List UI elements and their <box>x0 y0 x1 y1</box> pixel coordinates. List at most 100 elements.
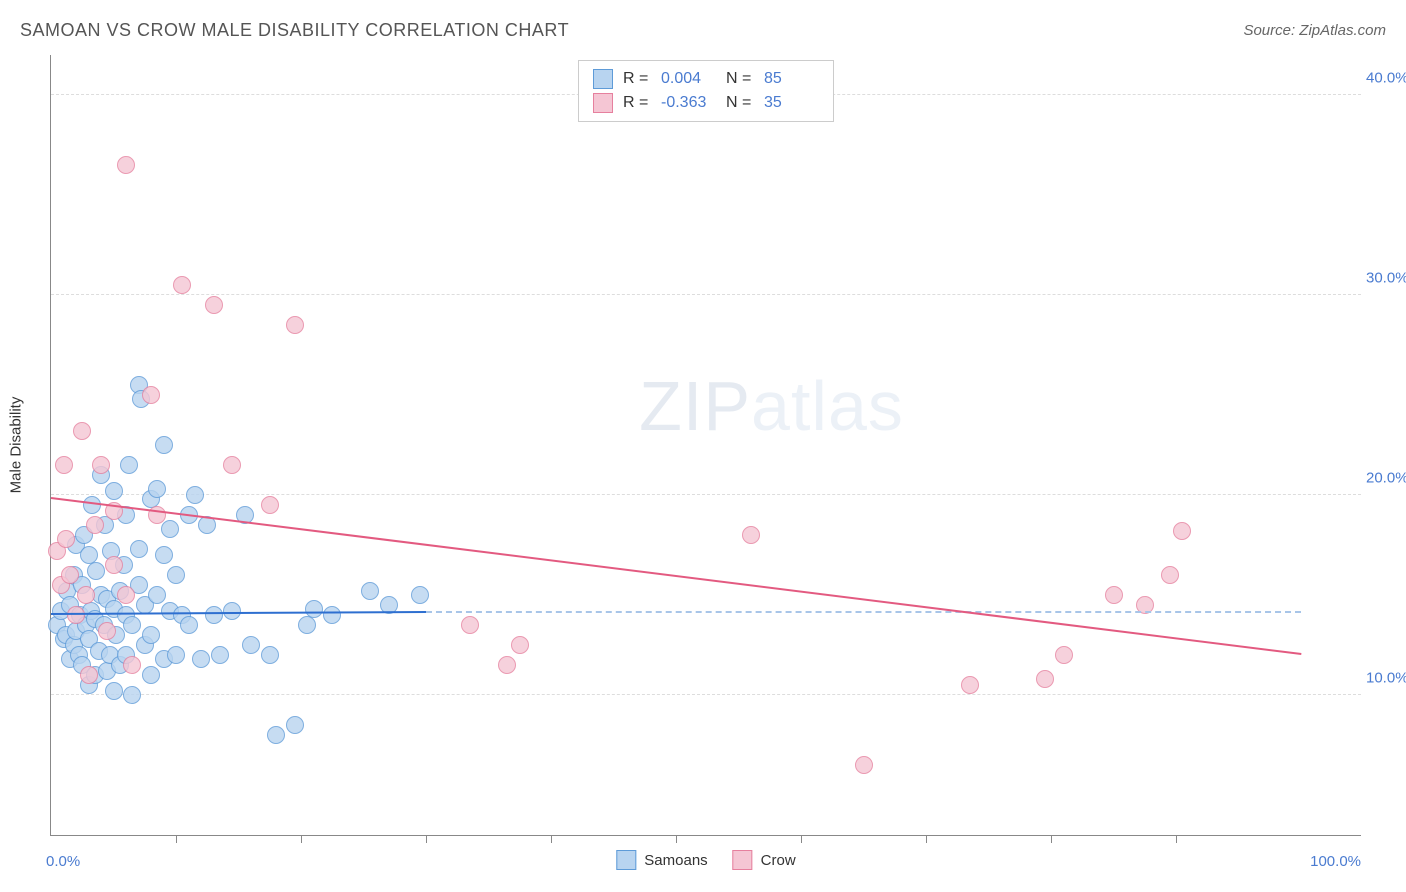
data-point <box>130 540 148 558</box>
y-tick-label: 40.0% <box>1366 70 1406 87</box>
gridline <box>51 294 1361 295</box>
data-point <box>511 636 529 654</box>
legend-r-value: 0.004 <box>661 70 716 88</box>
chart-title: SAMOAN VS CROW MALE DISABILITY CORRELATI… <box>20 20 569 41</box>
x-tick <box>1176 835 1177 843</box>
y-tick-label: 30.0% <box>1366 270 1406 287</box>
data-point <box>223 456 241 474</box>
data-point <box>67 606 85 624</box>
x-axis-label: 0.0% <box>46 853 80 870</box>
legend-item: Crow <box>733 850 796 870</box>
legend-item: Samoans <box>616 850 707 870</box>
x-tick <box>176 835 177 843</box>
data-point <box>1055 646 1073 664</box>
data-point <box>361 582 379 600</box>
data-point <box>498 656 516 674</box>
legend-label: Samoans <box>644 852 707 869</box>
legend-n-label: N = <box>726 94 754 112</box>
x-axis-label: 100.0% <box>1310 853 1361 870</box>
data-point <box>86 516 104 534</box>
y-tick-label: 20.0% <box>1366 470 1406 487</box>
data-point <box>211 646 229 664</box>
data-point <box>1105 586 1123 604</box>
y-axis-title: Male Disability <box>8 397 25 494</box>
data-point <box>142 666 160 684</box>
legend-r-label: R = <box>623 70 651 88</box>
data-point <box>961 676 979 694</box>
data-point <box>411 586 429 604</box>
legend-swatch <box>593 69 613 89</box>
legend-swatch <box>733 850 753 870</box>
data-point <box>323 606 341 624</box>
gridline <box>51 694 1361 695</box>
data-point <box>298 616 316 634</box>
data-point <box>117 156 135 174</box>
x-tick <box>801 835 802 843</box>
data-point <box>742 526 760 544</box>
data-point <box>855 756 873 774</box>
data-point <box>192 650 210 668</box>
legend-label: Crow <box>761 852 796 869</box>
data-point <box>261 496 279 514</box>
data-point <box>1036 670 1054 688</box>
legend-n-value: 35 <box>764 94 819 112</box>
x-tick <box>551 835 552 843</box>
correlation-legend: R = 0.004 N = 85R = -0.363 N = 35 <box>578 60 834 122</box>
data-point <box>167 566 185 584</box>
legend-swatch <box>593 93 613 113</box>
data-point <box>461 616 479 634</box>
x-tick <box>676 835 677 843</box>
data-point <box>180 616 198 634</box>
data-point <box>142 386 160 404</box>
series-legend: Samoans Crow <box>616 850 795 870</box>
data-point <box>55 456 73 474</box>
data-point <box>148 586 166 604</box>
chart-source: Source: ZipAtlas.com <box>1243 22 1386 39</box>
x-tick <box>926 835 927 843</box>
data-point <box>305 600 323 618</box>
trend-line <box>426 611 1301 613</box>
data-point <box>105 556 123 574</box>
data-point <box>205 606 223 624</box>
y-tick-label: 10.0% <box>1366 670 1406 687</box>
data-point <box>117 586 135 604</box>
data-point <box>148 480 166 498</box>
data-point <box>1161 566 1179 584</box>
data-point <box>161 520 179 538</box>
data-point <box>105 482 123 500</box>
data-point <box>167 646 185 664</box>
data-point <box>105 682 123 700</box>
data-point <box>98 622 116 640</box>
data-point <box>123 616 141 634</box>
data-point <box>120 456 138 474</box>
trend-line <box>51 497 1301 655</box>
data-point <box>261 646 279 664</box>
x-tick <box>1051 835 1052 843</box>
legend-r-value: -0.363 <box>661 94 716 112</box>
data-point <box>155 546 173 564</box>
data-point <box>186 486 204 504</box>
watermark: ZIPatlas <box>639 366 904 446</box>
data-point <box>80 666 98 684</box>
data-point <box>155 436 173 454</box>
data-point <box>77 586 95 604</box>
legend-swatch <box>616 850 636 870</box>
data-point <box>92 456 110 474</box>
data-point <box>205 296 223 314</box>
data-point <box>267 726 285 744</box>
x-tick <box>426 835 427 843</box>
x-tick <box>301 835 302 843</box>
data-point <box>73 422 91 440</box>
data-point <box>173 276 191 294</box>
legend-row: R =-0.363N =35 <box>593 91 819 115</box>
data-point <box>87 562 105 580</box>
legend-n-value: 85 <box>764 70 819 88</box>
data-point <box>123 656 141 674</box>
data-point <box>57 530 75 548</box>
legend-row: R = 0.004 N = 85 <box>593 67 819 91</box>
legend-n-label: N = <box>726 70 754 88</box>
scatter-chart: Male Disability ZIPatlas R =0.004N =85R … <box>50 55 1361 836</box>
gridline <box>51 494 1361 495</box>
data-point <box>286 716 304 734</box>
data-point <box>286 316 304 334</box>
